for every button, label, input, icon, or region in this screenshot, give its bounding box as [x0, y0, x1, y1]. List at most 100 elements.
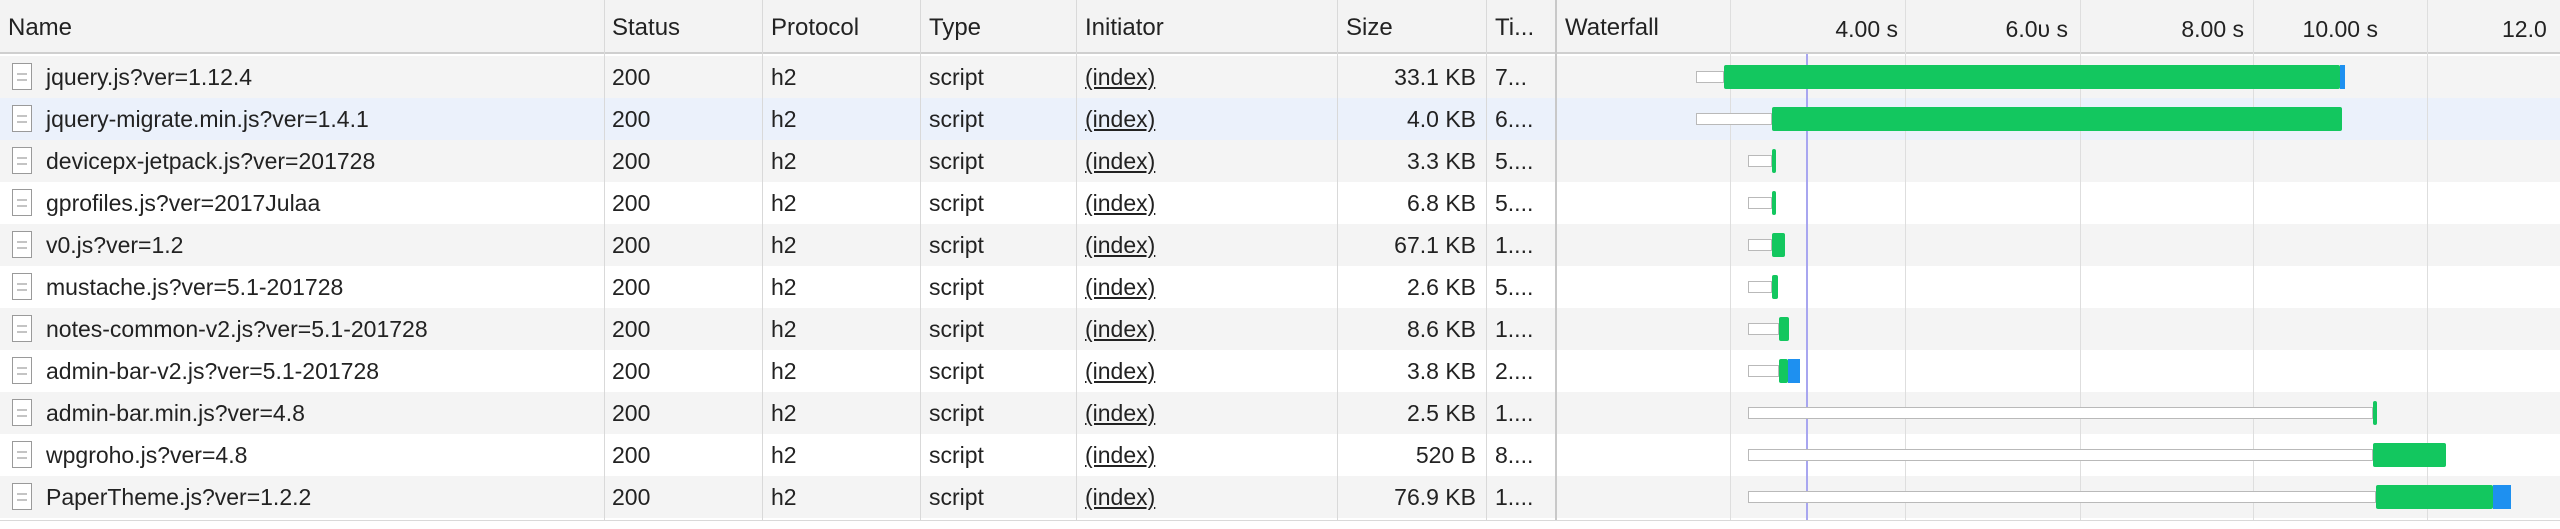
- waterfall-divider[interactable]: [1555, 0, 1557, 528]
- column-header-name[interactable]: Name: [8, 14, 73, 41]
- table-row[interactable]: admin-bar-v2.js?ver=5.1-201728 200 h2 scrip…: [0, 350, 2560, 392]
- request-status: 200: [612, 190, 651, 216]
- request-type: script: [929, 484, 984, 510]
- column-divider[interactable]: [1076, 0, 1077, 528]
- request-initiator[interactable]: (index): [1085, 64, 1156, 90]
- content-download-bar[interactable]: [1772, 275, 1778, 299]
- waiting-bar[interactable]: [1696, 113, 1772, 125]
- column-header-size[interactable]: Size: [1346, 14, 1393, 41]
- column-divider[interactable]: [762, 0, 763, 528]
- table-row[interactable]: devicepx-jetpack.js?ver=201728 200 h2 scrip…: [0, 140, 2560, 182]
- document-icon: [12, 105, 32, 132]
- content-download-bar[interactable]: [1724, 65, 2340, 89]
- request-name-label: devicepx-jetpack.js?ver=201728: [46, 148, 376, 174]
- request-status: 200: [612, 442, 651, 468]
- document-icon: [12, 189, 32, 216]
- column-divider[interactable]: [920, 0, 921, 528]
- column-header-type[interactable]: Type: [929, 14, 982, 41]
- receiving-bar[interactable]: [2340, 65, 2345, 89]
- request-protocol: h2: [771, 442, 797, 468]
- request-time: 5....: [1495, 190, 1534, 216]
- request-name-label: admin-bar.min.js?ver=4.8: [46, 400, 305, 426]
- request-protocol: h2: [771, 400, 797, 426]
- timeline-tick-label: 10.00 s: [2302, 16, 2378, 42]
- waiting-bar[interactable]: [1748, 449, 2373, 461]
- request-initiator[interactable]: (index): [1085, 106, 1156, 132]
- request-status: 200: [612, 64, 651, 90]
- document-icon: [12, 441, 32, 468]
- request-type: script: [929, 274, 984, 300]
- request-status: 200: [612, 358, 651, 384]
- column-divider[interactable]: [1486, 0, 1487, 528]
- request-initiator[interactable]: (index): [1085, 190, 1156, 216]
- request-name: admin-bar.min.js?ver=4.8: [0, 392, 604, 434]
- request-name-label: mustache.js?ver=5.1-201728: [46, 274, 344, 300]
- content-download-bar[interactable]: [2373, 401, 2377, 425]
- request-name: notes-common-v2.js?ver=5.1-201728: [0, 308, 604, 350]
- request-status: 200: [612, 106, 651, 132]
- receiving-bar[interactable]: [2493, 485, 2511, 509]
- request-initiator[interactable]: (index): [1085, 232, 1156, 258]
- request-name-label: notes-common-v2.js?ver=5.1-201728: [46, 316, 428, 342]
- content-download-bar[interactable]: [2373, 443, 2446, 467]
- column-header-initiator[interactable]: Initiator: [1085, 14, 1164, 41]
- content-download-bar[interactable]: [1772, 149, 1776, 173]
- request-initiator[interactable]: (index): [1085, 442, 1156, 468]
- document-icon: [12, 147, 32, 174]
- waiting-bar[interactable]: [1748, 239, 1772, 251]
- table-row[interactable]: v0.js?ver=1.2 200 h2 script (index) 67.1 KB 1.…: [0, 224, 2560, 266]
- request-size: 8.6 KB: [1406, 316, 1476, 342]
- request-time: 1....: [1495, 400, 1534, 426]
- timeline-tick-label: 8.00 s: [2181, 16, 2244, 42]
- request-protocol: h2: [771, 274, 797, 300]
- request-name: admin-bar-v2.js?ver=5.1-201728: [0, 350, 604, 392]
- waiting-bar[interactable]: [1696, 71, 1724, 83]
- receiving-bar[interactable]: [1788, 359, 1800, 383]
- table-row[interactable]: mustache.js?ver=5.1-201728 200 h2 script (in…: [0, 266, 2560, 308]
- request-protocol: h2: [771, 358, 797, 384]
- table-row[interactable]: notes-common-v2.js?ver=5.1-201728 200 h2 sc…: [0, 308, 2560, 350]
- waiting-bar[interactable]: [1748, 365, 1779, 377]
- request-initiator[interactable]: (index): [1085, 358, 1156, 384]
- content-download-bar[interactable]: [1772, 191, 1776, 215]
- request-initiator[interactable]: (index): [1085, 274, 1156, 300]
- waiting-bar[interactable]: [1748, 407, 2373, 419]
- request-protocol: h2: [771, 190, 797, 216]
- request-size: 3.3 KB: [1406, 148, 1476, 174]
- request-size: 33.1 KB: [1394, 64, 1476, 90]
- request-initiator[interactable]: (index): [1085, 484, 1156, 510]
- waiting-bar[interactable]: [1748, 491, 2376, 503]
- request-protocol: h2: [771, 148, 797, 174]
- table-row[interactable]: gprofiles.js?ver=2017Julaa 200 h2 script (in…: [0, 182, 2560, 224]
- request-type: script: [929, 190, 984, 216]
- content-download-bar[interactable]: [1779, 359, 1788, 383]
- request-status: 200: [612, 316, 651, 342]
- request-initiator[interactable]: (index): [1085, 316, 1156, 342]
- column-divider[interactable]: [1337, 0, 1338, 528]
- content-download-bar[interactable]: [1779, 317, 1789, 341]
- request-type: script: [929, 148, 984, 174]
- request-initiator[interactable]: (index): [1085, 400, 1156, 426]
- request-type: script: [929, 106, 984, 132]
- timeline-gridline: [1730, 0, 1731, 528]
- request-name-label: jquery-migrate.min.js?ver=1.4.1: [46, 106, 369, 132]
- column-header-status[interactable]: Status: [612, 14, 681, 41]
- waiting-bar[interactable]: [1748, 155, 1772, 167]
- request-status: 200: [612, 232, 651, 258]
- document-icon: [12, 315, 32, 342]
- column-header-waterfall[interactable]: Waterfall: [1565, 14, 1659, 41]
- waiting-bar[interactable]: [1748, 197, 1772, 209]
- document-icon: [12, 63, 32, 90]
- request-initiator[interactable]: (index): [1085, 148, 1156, 174]
- column-header-protocol[interactable]: Protocol: [771, 14, 860, 41]
- waiting-bar[interactable]: [1748, 281, 1772, 293]
- content-download-bar[interactable]: [1772, 107, 2342, 131]
- column-header-time[interactable]: Ti...: [1495, 14, 1535, 41]
- timeline-gridline: [2080, 0, 2081, 528]
- request-status: 200: [612, 400, 651, 426]
- column-divider[interactable]: [604, 0, 605, 528]
- waiting-bar[interactable]: [1748, 323, 1779, 335]
- content-download-bar[interactable]: [2376, 485, 2493, 509]
- content-download-bar[interactable]: [1772, 233, 1785, 257]
- request-name-label: PaperTheme.js?ver=1.2.2: [46, 484, 312, 510]
